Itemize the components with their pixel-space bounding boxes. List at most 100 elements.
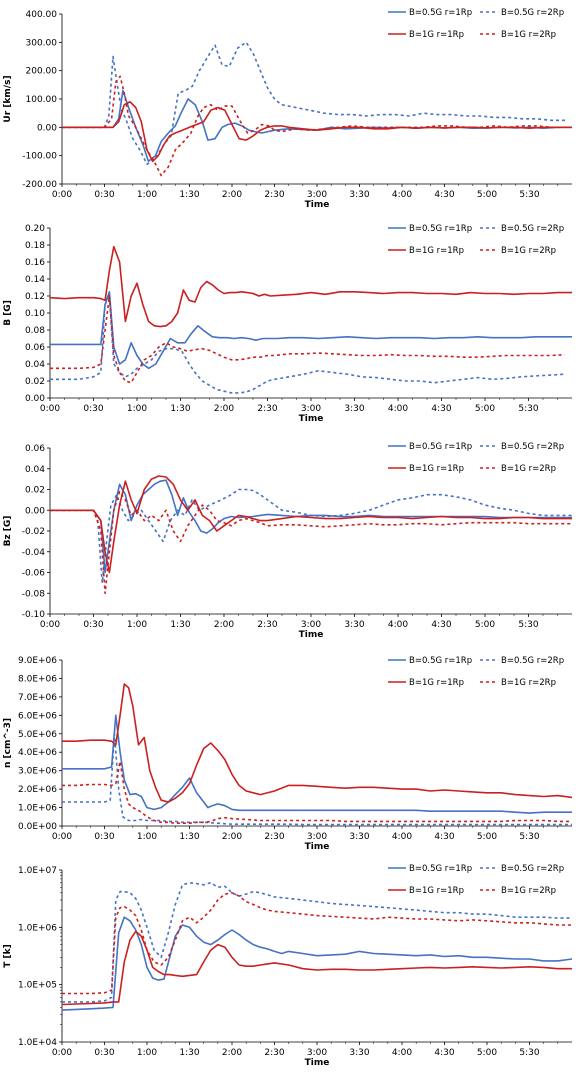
x-tick-label: 2:00 (214, 620, 234, 630)
y-tick-label: 5.0E+06 (18, 730, 57, 740)
y-tick-label: 0.00 (25, 394, 45, 404)
x-tick-label: 3:30 (344, 404, 364, 414)
x-tick-label: 0:30 (94, 1048, 114, 1058)
x-tick-label: 0:00 (40, 620, 60, 630)
y-tick-label: 0.20 (25, 224, 45, 234)
x-tick-label: 4:30 (431, 404, 451, 414)
x-tick-label: 4:30 (434, 1048, 454, 1058)
x-tick-label: 2:30 (264, 832, 284, 842)
legend-label: B=1G r=2Rp (501, 678, 556, 688)
y-tick-label: -0.04 (22, 548, 46, 558)
y-tick-label: 0.06 (25, 343, 45, 353)
x-axis-title: Time (305, 842, 330, 852)
legend-label: B=1G r=2Rp (501, 30, 556, 40)
y-tick-label: 300.00 (26, 38, 58, 48)
x-tick-label: 3:00 (301, 404, 321, 414)
y-tick-label: -0.02 (22, 527, 45, 537)
y-axis-title: Ur [km/s] (3, 75, 13, 122)
series-line-4 (62, 75, 565, 177)
x-axis-title: Time (299, 414, 324, 424)
y-tick-label: 0.06 (25, 444, 45, 454)
x-tick-label: 3:00 (307, 1048, 327, 1058)
legend-label: B=1G r=1Rp (409, 678, 464, 688)
y-tick-label: 1.0E+06 (18, 804, 57, 814)
legend-label: B=1G r=1Rp (409, 886, 464, 896)
x-tick-label: 1:00 (127, 404, 147, 414)
legend-label: B=1G r=1Rp (409, 464, 464, 474)
x-tick-label: 4:30 (434, 832, 454, 842)
x-tick-label: 1:30 (179, 190, 199, 200)
y-tick-label: 0.14 (25, 275, 45, 285)
x-tick-label: 4:00 (392, 1048, 412, 1058)
x-tick-label: 1:30 (179, 1048, 199, 1058)
x-tick-label: 4:00 (388, 404, 408, 414)
y-tick-label: -0.08 (22, 589, 46, 599)
x-tick-label: 0:00 (40, 404, 60, 414)
x-tick-label: 1:00 (137, 190, 157, 200)
legend-label: B=0.5G r=2Rp (501, 864, 564, 874)
chart-3: 0.06 0.04 0.02 0.00 -0.02 -0.04 -0.06 -0.08 -0.1… (3, 442, 572, 640)
chart-4: 9.0E+06 8.0E+06 7.0E+06 6.0E+06 5.0E+06 4.0E+… (3, 656, 572, 852)
y-tick-label: -0.10 (22, 610, 46, 620)
legend-label: B=0.5G r=2Rp (501, 656, 564, 666)
series-line-4 (50, 490, 572, 595)
legend-label: B=1G r=2Rp (501, 246, 556, 256)
y-tick-label: 400.00 (26, 10, 58, 20)
y-tick-label: 0.02 (25, 486, 45, 496)
legend-label: B=1G r=1Rp (409, 246, 464, 256)
y-tick-label: 4.0E+06 (18, 748, 57, 758)
series-line-3 (62, 930, 572, 1006)
y-tick-label: 0.00 (37, 123, 57, 133)
x-tick-label: 2:30 (264, 1048, 284, 1058)
legend-label: B=0.5G r=2Rp (501, 8, 564, 18)
x-tick-label: 5:00 (477, 1048, 497, 1058)
x-tick-label: 2:30 (257, 620, 277, 630)
series-line-2 (62, 733, 572, 826)
x-tick-label: 2:00 (222, 832, 242, 842)
chart-2: 0.20 0.18 0.16 0.14 0.12 0.10 0.08 0.06 0.04 0.02… (3, 224, 572, 424)
x-tick-label: 2:00 (222, 190, 242, 200)
x-tick-label: 1:00 (137, 832, 157, 842)
x-tick-label: 0:30 (94, 190, 114, 200)
y-tick-label: 0.04 (25, 465, 45, 475)
x-tick-label: 0:30 (83, 620, 103, 630)
y-tick-label: 1.0E+04 (18, 1038, 57, 1048)
y-tick-label: -100.00 (22, 152, 57, 162)
x-tick-label: 2:30 (257, 404, 277, 414)
y-tick-label: 0.00 (25, 506, 45, 516)
y-tick-label: -200.00 (22, 180, 57, 190)
x-tick-label: 3:00 (301, 620, 321, 630)
y-tick-label: 1.0E+06 (18, 923, 57, 933)
x-tick-label: 4:30 (434, 190, 454, 200)
legend-label: B=1G r=2Rp (501, 464, 556, 474)
x-tick-label: 0:00 (52, 832, 72, 842)
x-tick-label: 1:00 (137, 1048, 157, 1058)
x-tick-label: 5:30 (519, 832, 539, 842)
series-line-2 (62, 881, 572, 1003)
series-line-1 (62, 714, 572, 814)
x-tick-label: 5:30 (519, 190, 539, 200)
legend-label: B=0.5G r=1Rp (409, 8, 472, 18)
y-tick-label: 8.0E+06 (18, 674, 57, 684)
x-tick-label: 1:30 (170, 404, 190, 414)
x-tick-label: 3:00 (307, 190, 327, 200)
x-tick-label: 3:30 (344, 620, 364, 630)
x-axis-title: Time (305, 200, 330, 210)
x-tick-label: 5:30 (518, 404, 538, 414)
legend-label: B=1G r=1Rp (409, 30, 464, 40)
x-tick-label: 0:30 (83, 404, 103, 414)
y-tick-label: 9.0E+06 (18, 656, 57, 666)
x-tick-label: 3:30 (349, 832, 369, 842)
x-tick-label: 5:00 (475, 404, 495, 414)
legend-label: B=0.5G r=1Rp (409, 656, 472, 666)
legend-label: B=0.5G r=2Rp (501, 442, 564, 452)
x-tick-label: 4:00 (392, 832, 412, 842)
x-tick-label: 4:00 (388, 620, 408, 630)
series-line-3 (62, 683, 572, 803)
series-line-2 (62, 41, 565, 165)
y-tick-label: 1.0E+07 (18, 866, 57, 876)
y-tick-label: 0.16 (25, 258, 45, 268)
x-tick-label: 5:00 (475, 620, 495, 630)
y-tick-label: 3.0E+06 (18, 767, 57, 777)
y-tick-label: 0.18 (25, 241, 45, 251)
